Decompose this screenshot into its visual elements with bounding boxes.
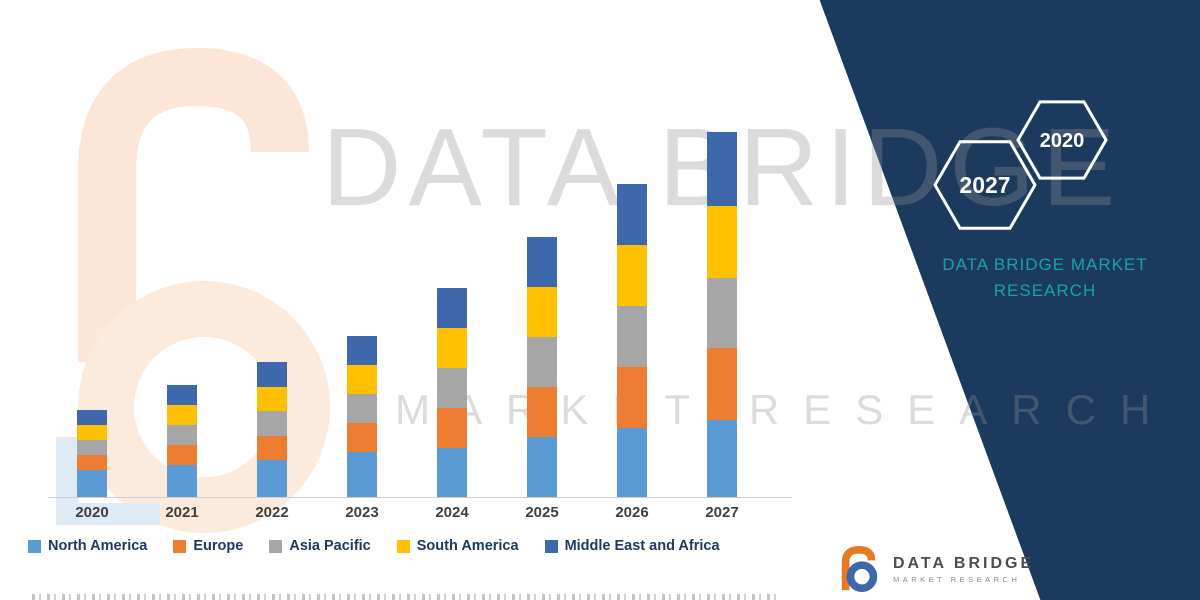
- bar-segment-europe: [707, 348, 737, 420]
- brand-title: DATA BRIDGE MARKET RESEARCH: [915, 252, 1175, 304]
- legend-swatch: [269, 539, 283, 553]
- footer-logo-sub: MARKET RESEARCH: [893, 574, 1021, 584]
- x-axis-label: 2020: [75, 504, 109, 521]
- bar-segment-asia-pacific: [257, 411, 287, 436]
- legend-item: Asia Pacific: [269, 538, 371, 554]
- brand-title-line1: DATA BRIDGE MARKET: [942, 255, 1148, 274]
- footer-logo-text: DATA BRIDGE MARKET RESEARCH: [893, 555, 1034, 584]
- bar-segment-europe: [347, 423, 377, 452]
- bar-segment-north-america: [347, 452, 377, 497]
- bar-segment-europe: [167, 445, 197, 465]
- footer-logo: DATA BRIDGE MARKET RESEARCH: [836, 545, 1034, 593]
- bar-segment-south-america: [77, 425, 107, 440]
- x-axis-label: 2026: [615, 504, 649, 521]
- legend-swatch: [544, 539, 558, 553]
- legend-swatch: [173, 539, 187, 553]
- badge-front-label: 2027: [959, 172, 1010, 198]
- x-axis-label: 2027: [705, 504, 739, 521]
- bar-segment-middle-east-and-africa: [347, 336, 377, 365]
- bar-segment-asia-pacific: [527, 337, 557, 387]
- bar-segment-asia-pacific: [167, 425, 197, 445]
- year-badges: 2027 2020: [933, 100, 1108, 230]
- bar-segment-asia-pacific: [617, 306, 647, 367]
- bar-segment-north-america: [617, 428, 647, 497]
- cropped-caption-remnant: [32, 594, 778, 600]
- bar-segment-asia-pacific: [77, 440, 107, 455]
- bar-segment-south-america: [527, 287, 557, 337]
- bar-segment-south-america: [617, 245, 647, 306]
- bar-segment-middle-east-and-africa: [77, 410, 107, 425]
- x-axis-label: 2024: [435, 504, 469, 521]
- databridge-logo-icon: [841, 545, 878, 593]
- chart-legend: North America Europe Asia Pacific South Ame…: [28, 538, 720, 554]
- legend-swatch: [28, 539, 41, 553]
- x-axis-label: 2025: [525, 504, 559, 521]
- databridge-logo-watermark: [56, 47, 330, 533]
- legend-item: South America: [396, 538, 519, 554]
- legend-label: Middle East and Africa: [564, 538, 720, 554]
- bar-segment-south-america: [257, 386, 287, 411]
- x-axis-line: [48, 497, 792, 498]
- bar-segment-asia-pacific: [437, 368, 467, 408]
- hexagon-2020-outline: [1016, 100, 1108, 180]
- bar-segment-europe: [617, 367, 647, 428]
- bar-segment-middle-east-and-africa: [437, 288, 467, 328]
- x-axis-label: 2022: [255, 504, 289, 521]
- hexagon-2027-outline: [933, 140, 1037, 230]
- x-axis-label: 2023: [345, 504, 379, 521]
- bar-segment-north-america: [257, 460, 287, 497]
- bar-segment-south-america: [707, 206, 737, 278]
- legend-label: Asia Pacific: [289, 538, 371, 554]
- bar-segment-europe: [257, 435, 287, 460]
- bar-segment-asia-pacific: [707, 278, 737, 348]
- legend-item: Europe: [173, 538, 243, 554]
- legend-item: North America: [28, 538, 147, 554]
- bar-segment-middle-east-and-africa: [707, 132, 737, 206]
- badge-back-label: 2020: [1040, 130, 1085, 152]
- bar-segment-south-america: [167, 405, 197, 425]
- legend-label: North America: [48, 538, 148, 554]
- bar-segment-europe: [527, 387, 557, 437]
- legend-item: Middle East and Africa: [544, 538, 720, 554]
- legend-label: South America: [416, 538, 519, 554]
- bar-segment-north-america: [77, 470, 107, 497]
- x-axis-label: 2021: [165, 504, 199, 521]
- bar-segment-middle-east-and-africa: [617, 184, 647, 245]
- brand-title-line2: RESEARCH: [993, 281, 1097, 300]
- bar-segment-south-america: [437, 328, 467, 368]
- footer-logo-name: DATA BRIDGE: [893, 554, 1035, 572]
- legend-label: Europe: [193, 538, 244, 554]
- bar-segment-europe: [77, 455, 107, 470]
- bar-segment-north-america: [437, 448, 467, 497]
- bar-segment-asia-pacific: [347, 394, 377, 423]
- bar-segment-north-america: [527, 437, 557, 497]
- bar-segment-south-america: [347, 365, 377, 394]
- watermark-text-secondary: MARKET RESEARCH: [395, 386, 1175, 433]
- bar-segment-middle-east-and-africa: [527, 237, 557, 287]
- bar-segment-north-america: [707, 420, 737, 497]
- bar-segment-north-america: [167, 465, 197, 497]
- bar-segment-middle-east-and-africa: [167, 385, 197, 405]
- bar-segment-middle-east-and-africa: [257, 362, 287, 387]
- legend-swatch: [396, 539, 410, 553]
- bar-segment-europe: [437, 408, 467, 448]
